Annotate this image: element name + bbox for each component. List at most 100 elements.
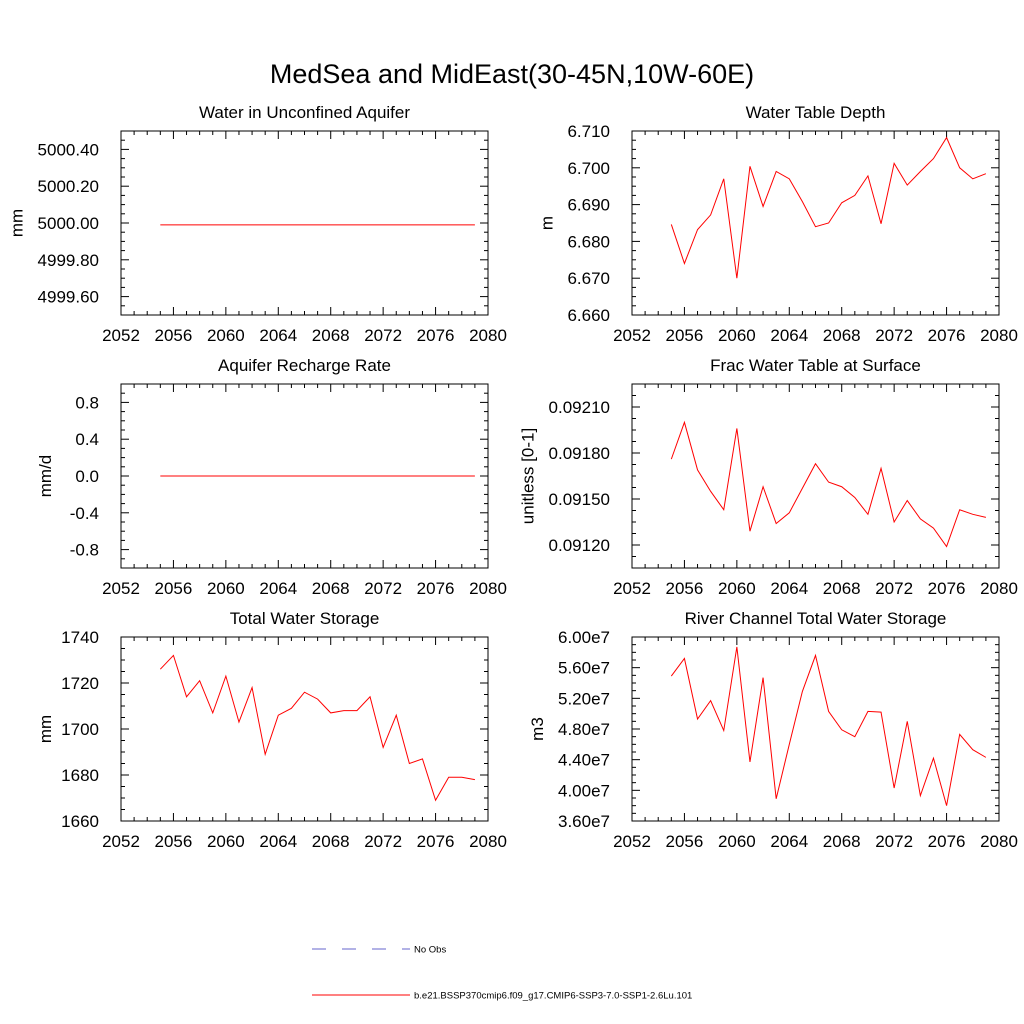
x-tick-label: 2064	[259, 326, 297, 345]
x-tick-label: 2060	[718, 579, 756, 598]
x-tick-label: 2080	[469, 579, 507, 598]
y-tick-label: 4999.60	[38, 288, 99, 307]
y-tick-label: 1720	[61, 674, 99, 693]
x-tick-label: 2056	[155, 326, 193, 345]
series-line-frac-water-table-at-surface	[670, 420, 987, 548]
panel-total-water-storage: Total Water Storage 2052 2056 2060 2064 2068 2…	[36, 609, 507, 851]
x-tick-label: 2064	[259, 579, 297, 598]
x-tick-label: 2060	[207, 326, 245, 345]
x-tick-label: 2076	[928, 326, 966, 345]
x-tick-label: 2076	[417, 579, 455, 598]
y-tick-label: 6.710	[567, 122, 610, 141]
panel-title: Total Water Storage	[230, 609, 380, 628]
x-tick-label: 2068	[823, 579, 861, 598]
x-tick-label: 2072	[875, 326, 913, 345]
panel-title: Aquifer Recharge Rate	[218, 356, 391, 375]
x-tick-label: 2060	[718, 326, 756, 345]
y-tick-label: 4.80e7	[558, 720, 610, 739]
x-tick-label: 2072	[364, 326, 402, 345]
x-tick-label: 2064	[770, 326, 808, 345]
x-tick-label: 2052	[102, 579, 140, 598]
y-axis-label: unitless [0-1]	[519, 428, 538, 524]
legend-obs-label: No Obs	[414, 945, 446, 956]
y-tick-label: 5000.40	[38, 140, 99, 159]
x-tick-label: 2080	[469, 326, 507, 345]
x-tick-label: 2072	[875, 832, 913, 851]
x-tick-label: 2056	[666, 832, 704, 851]
series-line-water-table-depth	[670, 136, 987, 279]
x-tick-label: 2068	[823, 326, 861, 345]
y-tick-label: 1740	[61, 628, 99, 647]
y-tick-label: 6.670	[567, 269, 610, 288]
y-axis-label: mm	[36, 715, 55, 743]
y-axis-label: m	[538, 216, 557, 230]
y-tick-label: 0.09150	[549, 490, 610, 509]
y-tick-label: 0.0	[75, 467, 99, 486]
y-tick-label: 5000.20	[38, 177, 99, 196]
y-tick-label: 0.4	[75, 430, 99, 449]
x-tick-label: 2080	[980, 832, 1018, 851]
y-tick-label: 6.00e7	[558, 628, 610, 647]
x-tick-label: 2064	[770, 832, 808, 851]
x-tick-label: 2080	[469, 832, 507, 851]
y-tick-label: 4999.80	[38, 251, 99, 270]
x-tick-label: 2056	[155, 579, 193, 598]
x-tick-label: 2076	[417, 832, 455, 851]
plot-frame	[631, 636, 1000, 822]
plot-frame	[120, 130, 489, 316]
x-tick-label: 2072	[364, 579, 402, 598]
x-tick-label: 2052	[613, 326, 651, 345]
y-tick-label: 5.20e7	[558, 689, 610, 708]
x-tick-label: 2056	[666, 579, 704, 598]
x-tick-label: 2080	[980, 579, 1018, 598]
y-tick-label: 5.60e7	[558, 659, 610, 678]
x-tick-label: 2052	[102, 832, 140, 851]
y-tick-label: 4.40e7	[558, 751, 610, 770]
panel-river-channel-total-water-storage: River Channel Total Water Storage 2052 205…	[528, 609, 1018, 851]
y-tick-label: 5000.00	[38, 214, 99, 233]
figure-title: MedSea and MidEast(30-45N,10W-60E)	[270, 59, 754, 89]
series-line-total-water-storage	[159, 654, 475, 802]
x-tick-label: 2056	[666, 326, 704, 345]
y-tick-label: -0.4	[70, 504, 99, 523]
y-tick-label: 0.8	[75, 393, 99, 412]
x-tick-label: 2052	[613, 579, 651, 598]
x-tick-label: 2068	[312, 579, 350, 598]
y-tick-label: 6.690	[567, 196, 610, 215]
plot-frame	[631, 130, 1000, 316]
panels: Water in Unconfined Aquifer 2052 2056 2060 2…	[8, 103, 1018, 851]
x-tick-label: 2068	[312, 326, 350, 345]
y-tick-label: 0.09120	[549, 536, 610, 555]
plot-frame	[631, 383, 1000, 569]
x-tick-label: 2080	[980, 326, 1018, 345]
y-tick-label: 6.660	[567, 306, 610, 325]
legend-model-label: b.e21.BSSP370cmip6.f09_g17.CMIP6-SSP3-7.…	[414, 991, 692, 1002]
x-tick-label: 2052	[102, 326, 140, 345]
y-tick-label: -0.8	[70, 541, 99, 560]
x-tick-label: 2068	[312, 832, 350, 851]
panel-title: Water Table Depth	[746, 103, 886, 122]
series-line-river-channel-total-water-storage	[670, 646, 987, 806]
panel-water-table-depth: Water Table Depth 2052 2056 2060 2064 2068 207…	[538, 103, 1018, 345]
y-axis-label: m3	[528, 717, 547, 741]
y-tick-label: 6.680	[567, 232, 610, 251]
panel-aquifer-recharge-rate: Aquifer Recharge Rate 2052 2056 2060 2064 206…	[36, 356, 507, 598]
y-tick-label: 0.09210	[549, 398, 610, 417]
y-tick-label: 1680	[61, 766, 99, 785]
y-tick-label: 6.700	[567, 159, 610, 178]
x-tick-label: 2072	[364, 832, 402, 851]
panel-title: Water in Unconfined Aquifer	[199, 103, 410, 122]
y-tick-label: 3.60e7	[558, 812, 610, 831]
panel-water-in-unconfined-aquifer: Water in Unconfined Aquifer 2052 2056 2060 2…	[8, 103, 507, 345]
x-tick-label: 2068	[823, 832, 861, 851]
legend: No Obs b.e21.BSSP370cmip6.f09_g17.CMIP6-…	[312, 945, 692, 1002]
y-tick-label: 0.09180	[549, 444, 610, 463]
x-tick-label: 2064	[259, 832, 297, 851]
x-tick-label: 2064	[770, 579, 808, 598]
x-tick-label: 2056	[155, 832, 193, 851]
y-axis-label: mm	[8, 209, 27, 237]
x-tick-label: 2052	[613, 832, 651, 851]
y-tick-label: 1660	[61, 812, 99, 831]
panel-title: Frac Water Table at Surface	[710, 356, 921, 375]
